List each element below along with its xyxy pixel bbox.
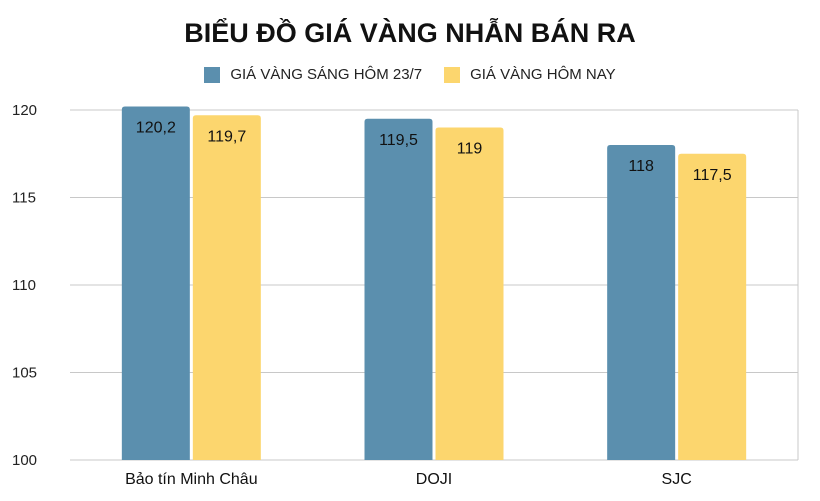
legend-item-series-1: GIÁ VÀNG SÁNG HÔM 23/7 bbox=[204, 66, 422, 83]
legend-label-series-2: GIÁ VÀNG HÔM NAY bbox=[470, 66, 616, 83]
bar-series-2-category-2 bbox=[435, 127, 504, 460]
data-label-series-2-category-3: 117,5 bbox=[693, 167, 732, 184]
data-label-series-2-category-1: 119,7 bbox=[207, 128, 246, 145]
legend-item-series-2: GIÁ VÀNG HÔM NAY bbox=[444, 66, 616, 83]
y-tick-label-100: 100 bbox=[12, 452, 37, 469]
legend-swatch-series-1 bbox=[204, 66, 221, 83]
legend-swatch-series-2 bbox=[444, 66, 461, 83]
bar-series-1-category-2 bbox=[364, 118, 433, 460]
bar-series-1-category-3 bbox=[607, 145, 676, 460]
data-label-series-1-category-2: 119,5 bbox=[379, 132, 418, 149]
chart-title: BIỂU ĐỒ GIÁ VÀNG NHẪN BÁN RA bbox=[184, 18, 636, 48]
data-label-series-2-category-2: 119 bbox=[457, 141, 483, 158]
y-tick-label-110: 110 bbox=[12, 277, 36, 294]
bar-series-1-category-1 bbox=[121, 106, 190, 460]
y-tick-label-115: 115 bbox=[12, 190, 36, 207]
x-category-label-3: SJC bbox=[662, 471, 692, 488]
legend: GIÁ VÀNG SÁNG HÔM 23/7 GIÁ VÀNG HÔM NAY bbox=[0, 66, 820, 83]
bar-series-2-category-3 bbox=[678, 153, 747, 460]
x-category-label-1: Bảo tín Minh Châu bbox=[125, 471, 258, 488]
data-label-series-1-category-1: 120,2 bbox=[136, 120, 176, 137]
y-tick-label-120: 120 bbox=[12, 102, 37, 119]
y-tick-label-105: 105 bbox=[12, 365, 37, 382]
x-category-label-2: DOJI bbox=[416, 471, 452, 488]
legend-label-series-1: GIÁ VÀNG SÁNG HÔM 23/7 bbox=[230, 66, 423, 83]
bar-series-2-category-1 bbox=[192, 115, 261, 460]
data-label-series-1-category-3: 118 bbox=[628, 158, 654, 175]
